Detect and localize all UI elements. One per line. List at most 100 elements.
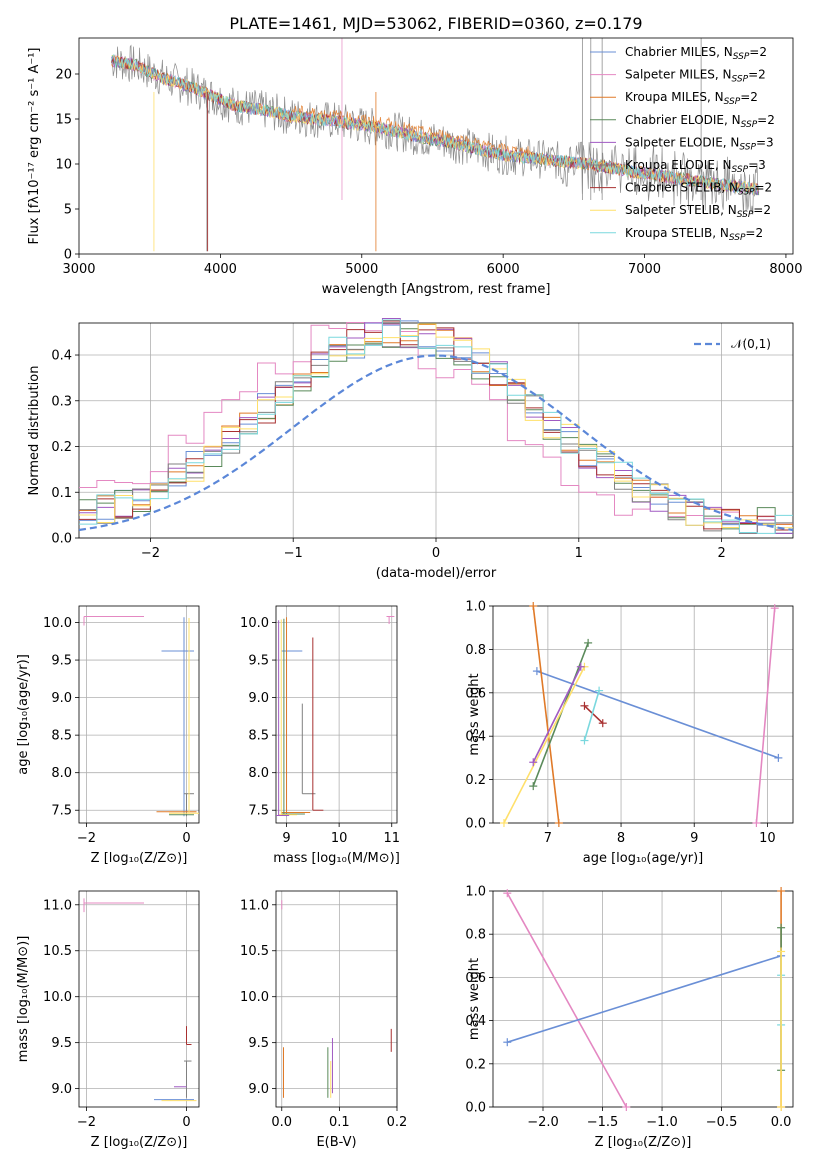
axes-frame: [492, 890, 794, 1108]
x-tick-label: 7000: [628, 262, 661, 277]
legend-label: Salpeter MILES, NSSP=2: [625, 68, 766, 85]
legend-label: Salpeter ELODIE, NSSP=3: [625, 135, 774, 152]
x-tick-label: −2: [77, 831, 96, 846]
axes-frame: [275, 890, 398, 1108]
x-tick-label: 7: [544, 831, 552, 846]
connector-line: [755, 608, 776, 824]
y-tick-label: 7.5: [51, 804, 72, 819]
y-tick-label: 9.5: [248, 1036, 269, 1051]
y-tick-label: 0.0: [465, 817, 486, 832]
points: [83, 898, 197, 1102]
y-tick-label: 8.5: [248, 729, 269, 744]
y-tick-label: 0.4: [465, 1014, 486, 1029]
y-tick-label: 0.1: [51, 486, 72, 501]
y-tick-label: 10.0: [43, 616, 72, 631]
legend-label-value: =2: [753, 203, 771, 217]
x-tick-label: −2: [77, 1115, 96, 1130]
x-tick-label: −2.0: [527, 1115, 559, 1130]
x-tick-label: −2: [141, 546, 160, 561]
legend-label-main: Kroupa MILES, N: [625, 90, 724, 104]
legend-label-sub: SSP: [732, 75, 749, 85]
legend-label-main: Chabrier MILES, N: [625, 45, 733, 59]
legend-label-sub: SSP: [732, 165, 749, 175]
x-tick-label: 11: [383, 831, 400, 846]
points: [276, 616, 395, 817]
histogram-line: [79, 319, 793, 534]
axes-frame: [78, 605, 200, 824]
connector-line: [532, 666, 582, 763]
x-axis-label: (data-model)/error: [376, 566, 497, 581]
y-tick-label: 9.5: [51, 654, 72, 669]
spectrum-line: [111, 56, 760, 195]
legend-label-main: Kroupa STELIB, N: [625, 226, 729, 240]
y-tick-label: 9.0: [248, 691, 269, 706]
points: [503, 887, 786, 1111]
spectrum-line: [111, 54, 760, 195]
y-tick-label: 0.4: [51, 349, 72, 364]
x-tick-label: 5000: [345, 262, 378, 277]
connector-line: [532, 605, 560, 824]
y-tick-label: 1.0: [465, 600, 486, 615]
y-tick-label: 7.5: [248, 804, 269, 819]
gaussian-curve: [78, 354, 794, 532]
y-tick-label: 0.4: [465, 730, 486, 745]
histograms: [78, 318, 794, 534]
y-tick-label: 9.0: [51, 1082, 72, 1097]
y-tick-label: 0.8: [465, 928, 486, 943]
legend-label-value: =2: [749, 45, 767, 59]
x-axis-label: Z [log₁₀(Z/Z⊙)]: [91, 851, 188, 866]
x-tick-label: 8: [617, 831, 625, 846]
x-tick-label: 0.0: [271, 1115, 292, 1130]
y-tick-label: 10: [55, 158, 72, 173]
y-tick-label: 0.6: [465, 686, 486, 701]
legend-label-sub: SSP: [739, 142, 756, 152]
x-axis-label: mass [log₁₀(M/M⊙)]: [273, 851, 400, 866]
x-tick-label: 1: [575, 546, 583, 561]
y-tick-label: 10.0: [240, 616, 269, 631]
points: [499, 602, 783, 827]
x-axis-label: wavelength [Angstrom, rest frame]: [322, 282, 551, 297]
legend-label-value: =2: [757, 113, 775, 127]
x-tick-label: −0.5: [706, 1115, 738, 1130]
y-tick-label: 0.0: [51, 532, 72, 547]
legend-label-sub: SSP: [733, 52, 750, 62]
x-axis-label: Z [log₁₀(Z/Z⊙)]: [595, 1135, 692, 1150]
axes-frame: [78, 890, 200, 1108]
y-tick-label: 10.0: [240, 990, 269, 1005]
y-tick-label: 5: [64, 203, 72, 218]
legend-label-value: =2: [755, 181, 773, 195]
x-tick-label: −1.0: [646, 1115, 678, 1130]
legend-label-main: Kroupa ELODIE, N: [625, 158, 732, 172]
x-axis-label: age [log₁₀(age/yr)]: [583, 851, 704, 866]
spectrum-lines: [111, 38, 760, 252]
y-tick-label: 0.0: [465, 1101, 486, 1116]
x-tick-label: 0: [432, 546, 440, 561]
legend-label-main: Salpeter ELODIE, N: [625, 135, 739, 149]
y-tick-label: 9.5: [248, 654, 269, 669]
y-tick-label: 11.0: [240, 898, 269, 913]
x-tick-label: 10: [759, 831, 776, 846]
x-tick-label: 9: [282, 831, 290, 846]
y-axis-label: Flux [fλ10⁻¹⁷ erg cm⁻² s⁻¹ A⁻¹]: [27, 48, 42, 245]
y-tick-label: 15: [55, 113, 72, 128]
connector-line: [536, 670, 779, 759]
axes-frame: [492, 605, 794, 824]
legend-label-value: =2: [745, 226, 763, 240]
legend-label: Chabrier STELIB, NSSP=2: [625, 181, 772, 198]
connector-line: [503, 666, 586, 824]
axes-frame: [78, 37, 794, 255]
x-tick-label: 4000: [204, 262, 237, 277]
y-axis-label: mass weight: [467, 673, 482, 755]
legend-label: Salpeter STELIB, NSSP=2: [625, 203, 771, 220]
legend-label-value: =2: [740, 90, 758, 104]
y-tick-label: 8.0: [248, 766, 269, 781]
x-tick-label: 0.0: [771, 1115, 792, 1130]
x-tick-label: 9: [690, 831, 698, 846]
points: [83, 616, 199, 817]
legend-label-main: Chabrier ELODIE, N: [625, 113, 741, 127]
y-tick-label: 9.5: [51, 1036, 72, 1051]
legend-label-value: =3: [756, 135, 774, 149]
legend-label: Chabrier ELODIE, NSSP=2: [625, 113, 775, 130]
y-tick-label: 0: [64, 248, 72, 263]
